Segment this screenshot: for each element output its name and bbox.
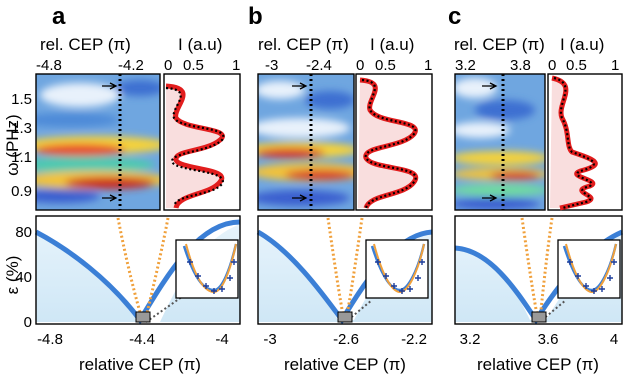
heatmap-frame-a — [35, 73, 161, 211]
top-tick-b-1: -2.4 — [306, 57, 332, 74]
intensity-tick-b-0: 0 — [356, 57, 364, 74]
intensity-label-b: I (a.u) — [370, 35, 414, 54]
bottom-tick-a-2: -4 — [215, 331, 228, 348]
eps-tick-0: 0 — [24, 314, 32, 331]
ytick-1.1: 1.1 — [11, 149, 32, 166]
intensity-panel-b — [355, 73, 433, 211]
bottom-tick-c-0: 3.2 — [460, 331, 481, 348]
intensity-panel-a — [163, 73, 241, 211]
error-panel-b — [256, 215, 433, 325]
arrow-top-a — [102, 82, 118, 90]
panel-letter-c: c — [448, 3, 461, 30]
ytick-1.3: 1.3 — [11, 120, 32, 137]
arrow-top-c — [482, 82, 498, 90]
bottom-xlabel-c: relative CEP (π) — [477, 355, 599, 374]
heatmap-frame-b — [257, 73, 355, 211]
heatmap-a — [36, 74, 160, 210]
epsilon-ylabel: ε (%) — [3, 256, 22, 295]
intensity-tick-c-2: 1 — [611, 57, 619, 74]
arrow-top-b — [292, 82, 308, 90]
ytick-1.5: 1.5 — [11, 91, 32, 108]
intensity-tick-a-2: 1 — [232, 57, 240, 74]
omega-ylabel: ω (PHz) — [3, 114, 22, 175]
bottom-tick-c-2: 4 — [610, 331, 618, 348]
panel-letter-b: b — [248, 3, 263, 30]
heatmap-c — [455, 74, 545, 210]
intensity-label-c: I (a.u) — [560, 35, 604, 54]
arrow-bottom-a — [102, 194, 118, 202]
eps-tick-40: 40 — [15, 269, 32, 286]
eps-tick-80: 80 — [15, 224, 32, 241]
panel-letter-a: a — [52, 3, 66, 30]
bottom-tick-c-1: 3.6 — [538, 331, 559, 348]
bottom-tick-b-2: -2.2 — [401, 331, 427, 348]
top-xlabel-a: rel. CEP (π) — [40, 35, 131, 54]
bottom-tick-a-1: -4.4 — [129, 331, 155, 348]
bottom-tick-b-1: -2.6 — [333, 331, 359, 348]
top-tick-c-0: 3.2 — [455, 57, 476, 74]
heatmap-b — [258, 74, 354, 210]
intensity-tick-a-0: 0 — [164, 57, 172, 74]
top-xlabel-b: rel. CEP (π) — [258, 35, 349, 54]
arrow-bottom-c — [482, 194, 498, 202]
error-panel-a — [34, 215, 241, 325]
ytick-0.9: 0.9 — [11, 183, 32, 200]
top-tick-c-1: 3.8 — [510, 57, 531, 74]
top-tick-b-0: -3 — [265, 57, 278, 74]
top-tick-a-1: -4.2 — [118, 57, 144, 74]
intensity-tick-c-1: 0.5 — [566, 57, 587, 74]
intensity-tick-b-2: 1 — [424, 57, 432, 74]
top-tick-a-0: -4.8 — [36, 57, 62, 74]
error-panel-c — [454, 215, 624, 325]
bottom-xlabel-a: relative CEP (π) — [79, 355, 201, 374]
bottom-xlabel-b: relative CEP (π) — [284, 355, 406, 374]
intensity-tick-c-0: 0 — [548, 57, 556, 74]
top-xlabel-c: rel. CEP (π) — [454, 35, 545, 54]
intensity-panel-c — [547, 73, 623, 211]
arrow-bottom-b — [292, 194, 308, 202]
intensity-tick-a-1: 0.5 — [183, 57, 204, 74]
intensity-label-a: I (a.u) — [178, 35, 222, 54]
heatmap-frame-c — [454, 73, 546, 211]
bottom-tick-a-0: -4.8 — [37, 331, 63, 348]
intensity-tick-b-1: 0.5 — [375, 57, 396, 74]
bottom-tick-b-0: -3 — [263, 331, 276, 348]
